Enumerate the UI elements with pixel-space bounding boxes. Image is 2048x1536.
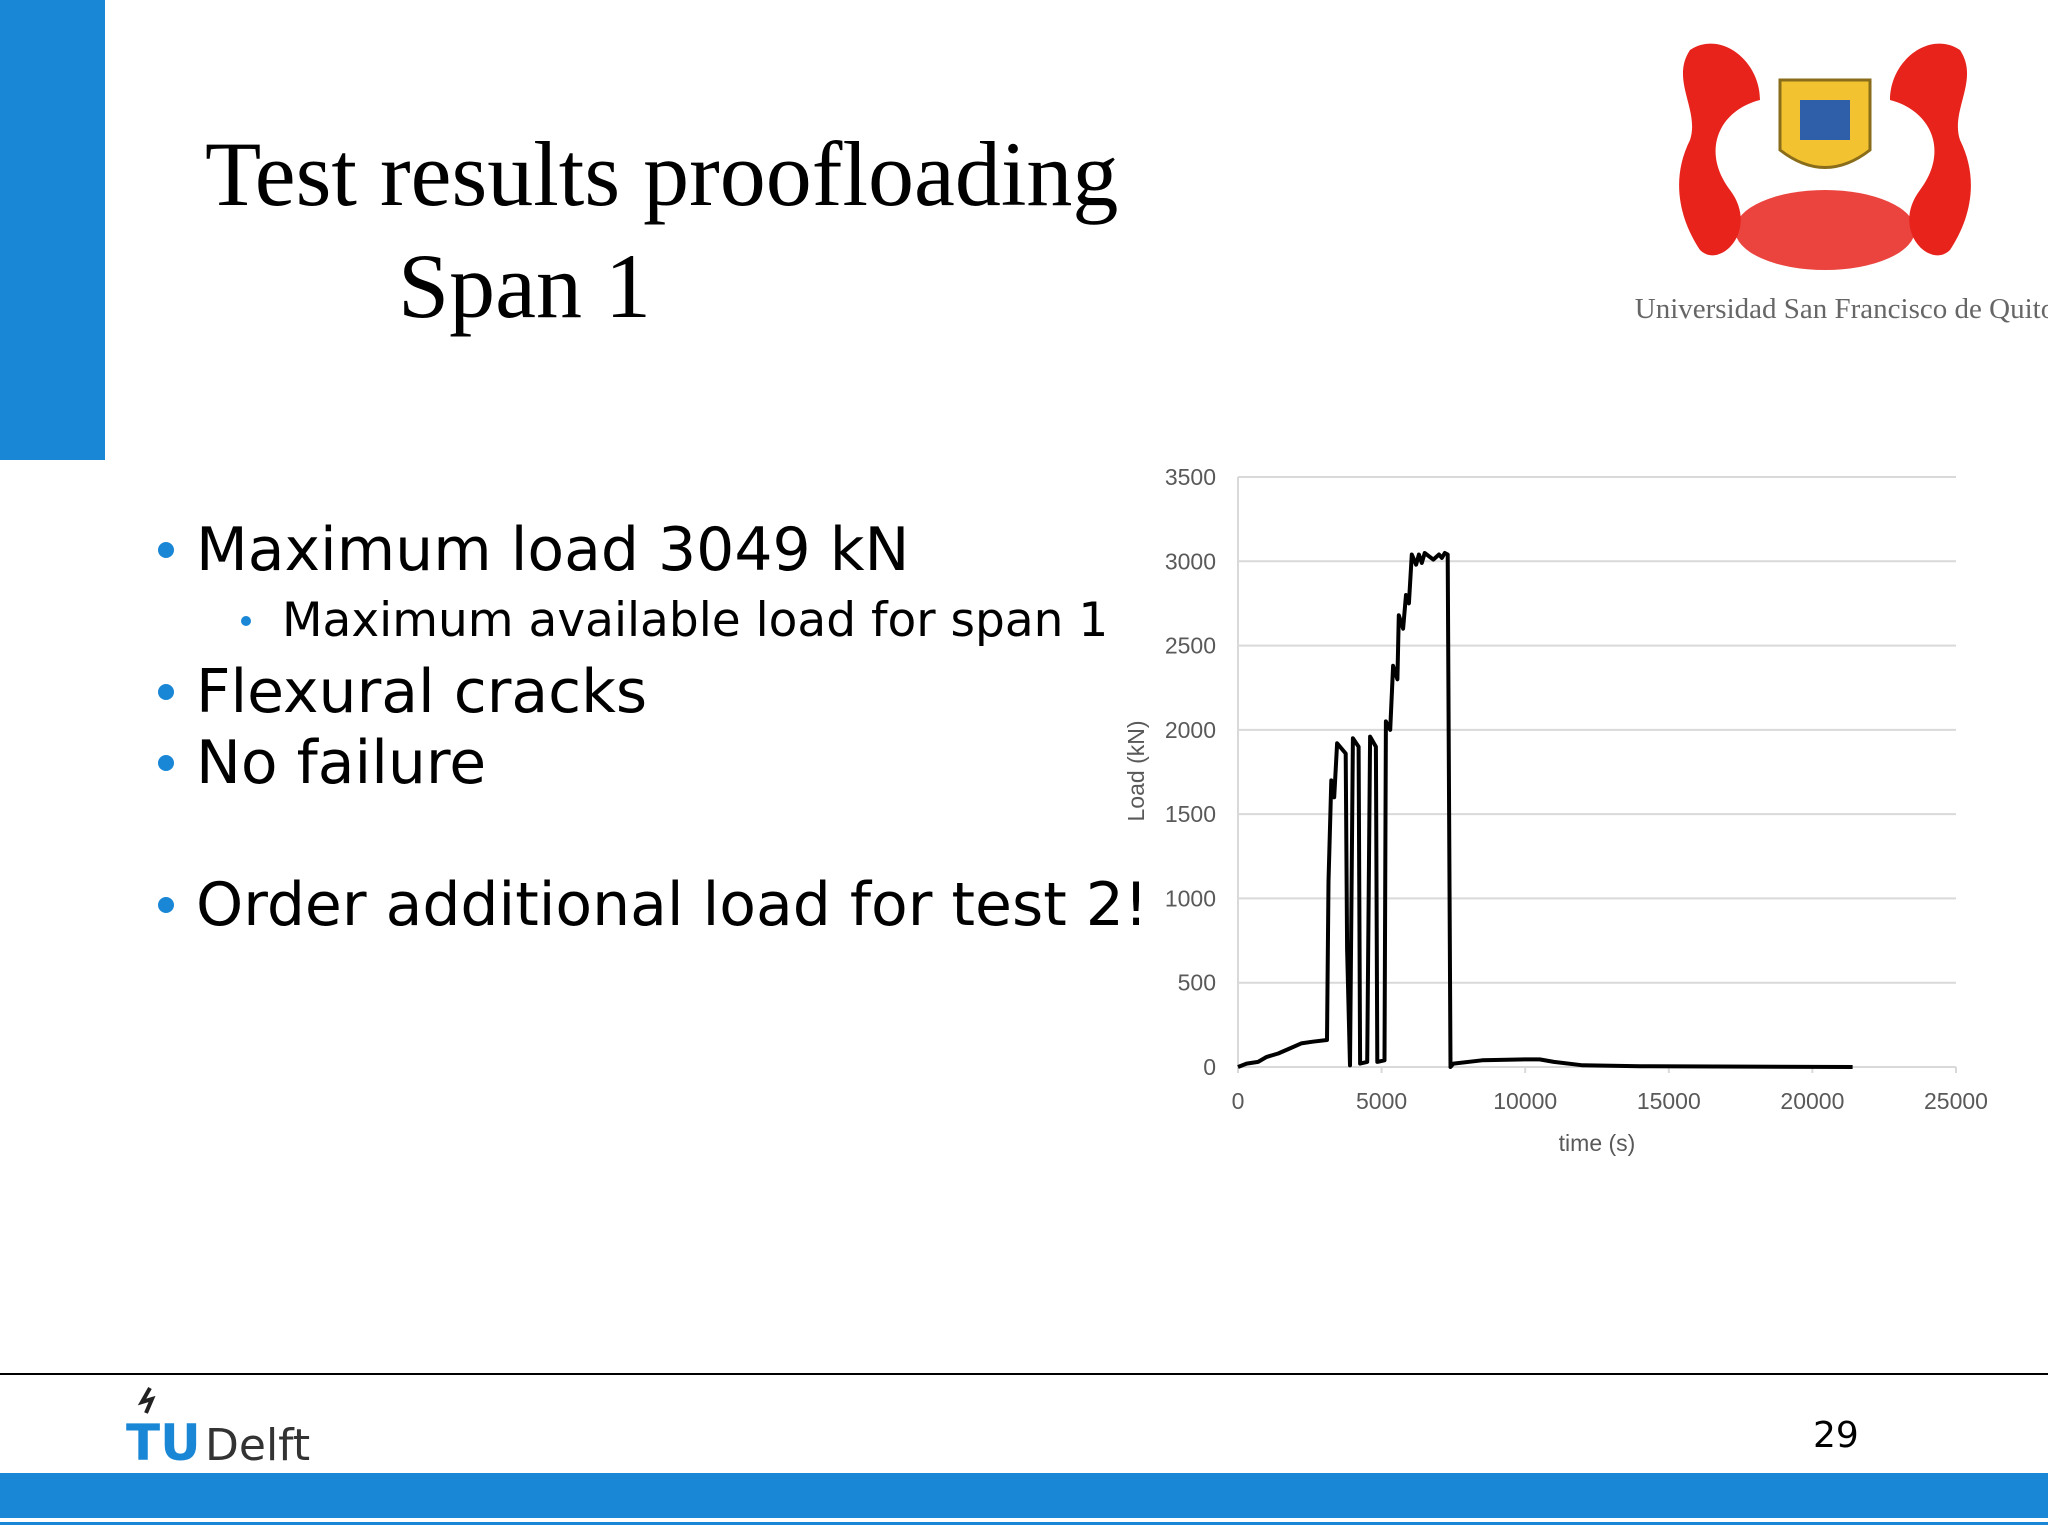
bullet: Maximum load 3049 kN [196, 515, 909, 585]
footer-line [0, 1522, 2048, 1525]
y-axis-title: Load (kN) [1123, 721, 1149, 822]
x-tick-label: 15000 [1637, 1088, 1701, 1114]
university-name: Universidad San Francisco de Quito [1635, 293, 2048, 325]
y-tick-label: 1000 [1165, 885, 1216, 911]
bullet-dot [158, 684, 174, 700]
logo-tu: TU [126, 1414, 201, 1472]
bullet: Flexural cracks [196, 657, 647, 727]
bullet-dot [158, 542, 174, 558]
title-line: Span 1 [398, 235, 651, 337]
bullet-dot [158, 897, 174, 913]
y-tick-label: 1500 [1165, 801, 1216, 827]
logo-delft: Delft [205, 1420, 310, 1471]
x-tick-label: 25000 [1924, 1088, 1988, 1114]
bullet-dot [241, 616, 251, 626]
tudelft-logo: TU Delft [126, 1387, 310, 1472]
data-line [1237, 551, 1853, 1069]
y-tick-label: 3000 [1165, 548, 1216, 574]
bullet-dot [158, 755, 174, 771]
y-tick-label: 3500 [1165, 464, 1216, 490]
y-tick-label: 0 [1203, 1054, 1216, 1080]
x-tick-label: 10000 [1493, 1088, 1557, 1114]
x-tick-label: 5000 [1356, 1088, 1407, 1114]
page-number: 29 [1813, 1415, 1859, 1456]
bullet: No failure [196, 728, 486, 798]
x-axis-title: time (s) [1559, 1130, 1636, 1156]
title-line: Test results proofloading [205, 123, 1118, 225]
y-tick-label: 500 [1178, 970, 1216, 996]
footer-bar [0, 1473, 2048, 1518]
y-tick-label: 2500 [1165, 633, 1216, 659]
university-logo: Universidad San Francisco de Quito [1635, 43, 2048, 325]
sub-bullet: Maximum available load for span 1 [282, 593, 1108, 648]
x-tick-label: 20000 [1780, 1088, 1844, 1114]
y-tick-label: 2000 [1165, 717, 1216, 743]
side-bar [0, 0, 105, 460]
bullet: Order additional load for test 2! [196, 870, 1148, 940]
chart: time (s) Load (kN) 0 500 1000 1500 2000 2500 3… [1123, 464, 1988, 1156]
x-tick-label: 0 [1232, 1088, 1245, 1114]
